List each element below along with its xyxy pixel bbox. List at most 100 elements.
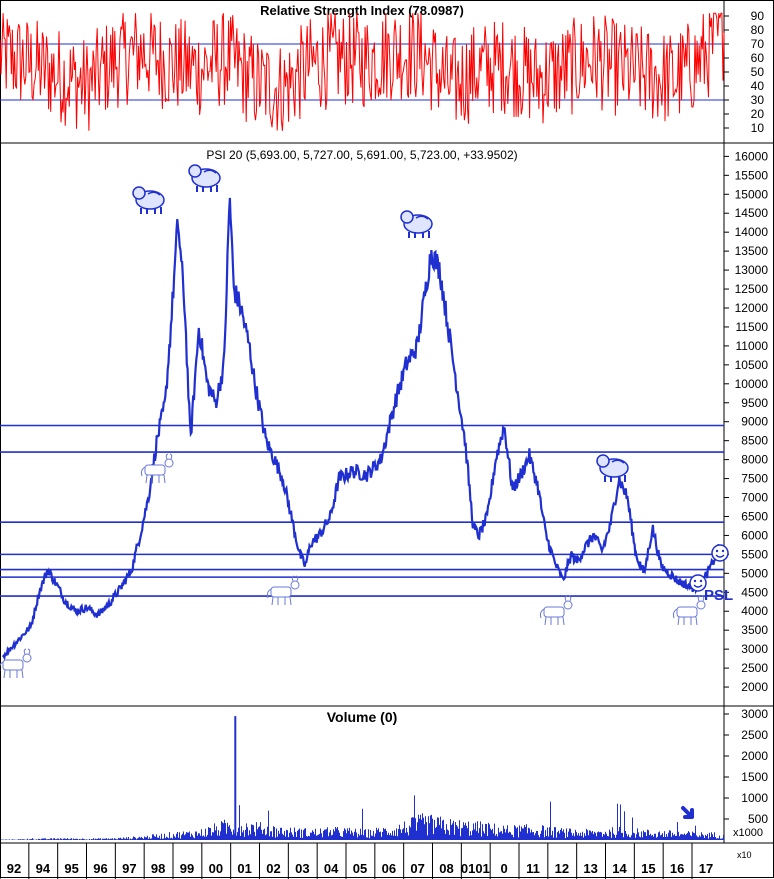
x-axis-tick-label: 07 [410,861,424,876]
price-y-tick-label: 4500 [741,585,768,599]
x-axis-tick-label: 14 [612,861,627,876]
bear-icon [400,210,433,238]
x-axis-tick-label: 08 [439,861,453,876]
bull-horns [165,453,173,460]
rsi-y-tick-label: 50 [751,65,765,79]
smiley-icon [711,544,729,562]
price-y-tick-label: 2500 [741,661,768,675]
price-y-tick-label: 5500 [741,547,768,561]
volume-y-tick-label: 2000 [741,749,768,763]
volume-unit-label: x1000 [733,827,763,839]
volume-title: Volume (0) [327,709,398,725]
smiley-face [689,574,707,592]
volume-bars [0,716,724,840]
bear-head [132,186,146,200]
bear-icon [132,186,165,214]
price-y-tick-label: 9500 [741,396,768,410]
x-axis-tick-label: 98 [151,861,165,876]
x-axis-tick-label: 0 [501,861,508,876]
price-y-tick-label: 3000 [741,642,768,656]
arrow-down-right-icon [681,806,694,819]
bull-icon [266,575,300,606]
smiley-eye [693,579,697,583]
price-y-tick-label: 14500 [735,206,769,220]
bull-horns [564,595,572,602]
bear-legs [408,231,430,238]
x-axis-tick-label: 03 [295,861,309,876]
bull-body [676,606,698,618]
bull-head [22,653,32,663]
bull-body [543,606,565,618]
bear-legs [140,207,162,214]
bull-horns [23,648,31,655]
volume-y-tick-label: 1000 [741,791,768,805]
price-y-tick-label: 15500 [735,168,769,182]
psl-label: PSL [704,587,733,604]
price-y-tick-label: 15000 [735,187,769,201]
price-y-tick-label: 12000 [735,301,769,315]
volume-y-tick-label: 2500 [741,728,768,742]
bull-body [2,659,24,671]
bear-fur [147,191,161,196]
price-y-tick-label: 9000 [741,415,768,429]
volume-y-axis: 500 1000 1500 2000 2500 3000 [724,707,768,826]
bear-icon [188,164,221,192]
price-y-tick-label: 11500 [736,320,769,334]
price-y-tick-label: 4000 [741,604,768,618]
price-y-tick-label: 6500 [741,509,768,523]
smiley-mouth [715,554,725,558]
x-axis-tick-label: 11 [526,861,540,876]
bull-legs [672,608,698,626]
rsi-y-tick-label: 30 [751,93,765,107]
price-y-tick-label: 14000 [735,225,769,239]
x-axis-tick-label: 0101 [461,861,490,876]
x-axis-tick-label: 17 [699,861,713,876]
x-axis-tick-label: 94 [36,861,51,876]
bear-head [400,210,414,224]
price-y-tick-label: 8500 [741,434,768,448]
bull-horns [291,575,299,582]
bear-fur [415,215,429,220]
x-axis-tick-label: 15 [641,861,655,876]
smiley-eye [715,549,719,553]
rsi-panel: Relative Strength Index (78.0987) 102030… [0,3,764,135]
price-y-tick-label: 8000 [741,453,768,467]
rsi-y-tick-label: 70 [751,37,765,51]
smiley-icon [689,574,707,592]
volume-y-tick-label: 1500 [741,770,768,784]
price-y-tick-label: 6000 [741,528,768,542]
rsi-title: Relative Strength Index (78.0987) [260,3,464,18]
bull-head [563,600,573,610]
x-axis-tick-label: 06 [382,861,396,876]
bear-fur [203,169,217,174]
price-y-tick-label: 10000 [735,377,769,391]
price-title: PSI 20 (5,693.00, 5,727.00, 5,691.00, 5,… [206,148,517,162]
bull-head [164,458,174,468]
price-reference-lines [0,424,724,597]
smiley-face [711,544,729,562]
x-axis-tick-label: 96 [93,861,107,876]
x-axis-tick-label: 12 [555,861,569,876]
x-axis-tick-label: 95 [64,861,78,876]
price-y-tick-label: 11000 [736,339,769,353]
rsi-series-line [0,12,725,131]
bear-head [596,454,610,468]
bull-legs [0,661,24,679]
x-axis-tick-label: 01 [237,861,251,876]
rsi-y-tick-label: 60 [751,51,765,65]
bull-head [290,580,300,590]
price-y-tick-label: 2000 [741,680,768,694]
rsi-y-tick-label: 20 [751,107,765,121]
price-y-tick-label: 5000 [741,566,768,580]
smiley-mouth [693,584,703,588]
bull-legs [140,466,166,484]
price-y-axis: 2000 2500 3000 3500 4000 4500 5000 5500 6000 6500… [724,149,768,694]
bull-horns [697,595,705,602]
bull-icon [0,648,32,679]
price-y-tick-label: 10500 [735,358,769,372]
x-axis-footer-label: x10 [737,850,752,860]
rsi-y-tick-label: 10 [751,121,765,135]
rsi-y-tick-label: 40 [751,79,765,93]
bull-head [696,600,706,610]
